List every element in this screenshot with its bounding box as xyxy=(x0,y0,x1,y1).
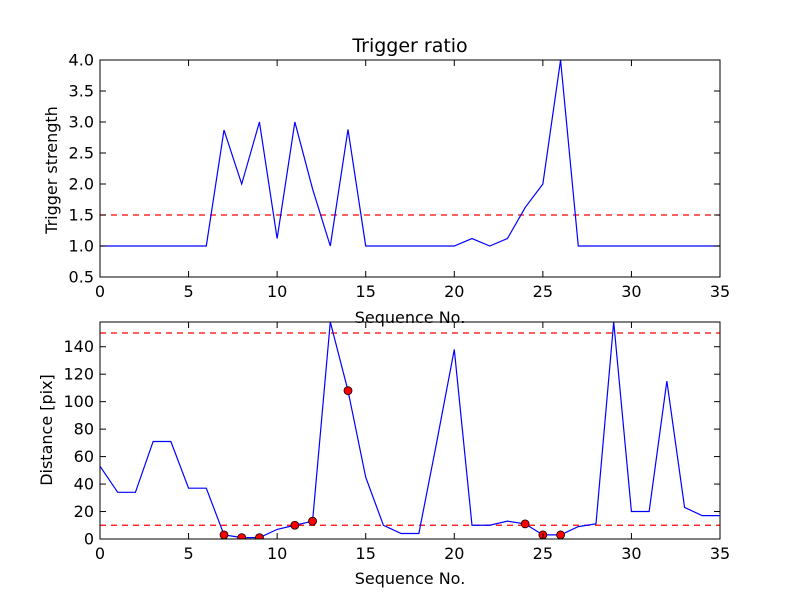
series-line xyxy=(100,322,720,539)
chart-title: Trigger ratio xyxy=(351,35,467,57)
x-tick-label: 35 xyxy=(710,544,730,563)
plot-frame xyxy=(99,321,721,540)
series-line xyxy=(100,60,720,247)
x-tick-label: 35 xyxy=(710,282,730,301)
x-tick-label: 0 xyxy=(95,544,105,563)
y-tick-label: 1.0 xyxy=(69,237,94,256)
data-point xyxy=(343,386,353,396)
plot-area xyxy=(100,322,720,539)
data-point xyxy=(255,533,264,539)
y-tick-label: 0.5 xyxy=(69,268,94,287)
trigger-ratio-ticks: 0 5 10 15 20 25 30 35 0.5 1.0 1.5 2.0 2.5 3.0 3.5 4.0 xyxy=(69,51,731,302)
y-axis-label: Distance [pix] xyxy=(37,374,56,486)
y-tick-label: 2.0 xyxy=(69,175,94,194)
plot-frame xyxy=(99,59,721,278)
y-tick-label: 3.0 xyxy=(69,113,94,132)
y-tick-label: 120 xyxy=(63,365,94,384)
y-axis-label: Trigger strength xyxy=(42,106,61,235)
x-tick-label: 5 xyxy=(183,544,193,563)
data-point xyxy=(308,516,317,526)
x-axis-label: Sequence No. xyxy=(355,569,466,588)
x-tick-label: 25 xyxy=(533,282,553,301)
distance-marks xyxy=(100,322,720,539)
y-tick-label: 80 xyxy=(74,420,94,439)
y-tick-label: 3.5 xyxy=(69,82,94,101)
distance-chart: 0 5 10 15 20 25 30 35 0 20 40 60 80 100 120 140 Sequenc… xyxy=(37,321,730,588)
data-point xyxy=(219,530,229,539)
x-tick-label: 20 xyxy=(444,544,464,563)
x-tick-label: 10 xyxy=(267,282,287,301)
x-axis-label: Sequence No. xyxy=(355,308,466,327)
y-tick-label: 20 xyxy=(74,502,94,521)
x-tick-label: 25 xyxy=(533,544,553,563)
data-point xyxy=(237,533,247,539)
y-tick-label: 2.5 xyxy=(69,144,94,163)
trigger-ratio-chart: Trigger ratio 0 5 10 15 20 25 30 35 0.5 1.0 1.5 2.0… xyxy=(42,35,730,327)
y-tick-label: 40 xyxy=(74,475,94,494)
data-point xyxy=(290,520,300,530)
x-tick-label: 30 xyxy=(621,282,641,301)
y-tick-label: 0 xyxy=(84,530,94,549)
y-tick-label: 4.0 xyxy=(69,51,94,70)
y-tick-label: 100 xyxy=(63,392,94,411)
x-tick-label: 30 xyxy=(621,544,641,563)
y-tick-label: 140 xyxy=(63,337,94,356)
x-tick-label: 15 xyxy=(356,282,376,301)
trigger-ratio-marks xyxy=(100,60,720,247)
x-tick-label: 10 xyxy=(267,544,287,563)
x-tick-label: 5 xyxy=(183,282,193,301)
x-tick-label: 0 xyxy=(95,282,105,301)
y-tick-label: 1.5 xyxy=(69,206,94,225)
x-tick-label: 20 xyxy=(444,282,464,301)
distance-ticks: 0 5 10 15 20 25 30 35 0 20 40 60 80 100 120 140 xyxy=(63,322,730,563)
plot-area xyxy=(100,60,720,247)
data-point xyxy=(520,519,530,529)
data-point xyxy=(556,530,565,539)
y-tick-label: 60 xyxy=(74,447,94,466)
x-tick-label: 15 xyxy=(356,544,376,563)
